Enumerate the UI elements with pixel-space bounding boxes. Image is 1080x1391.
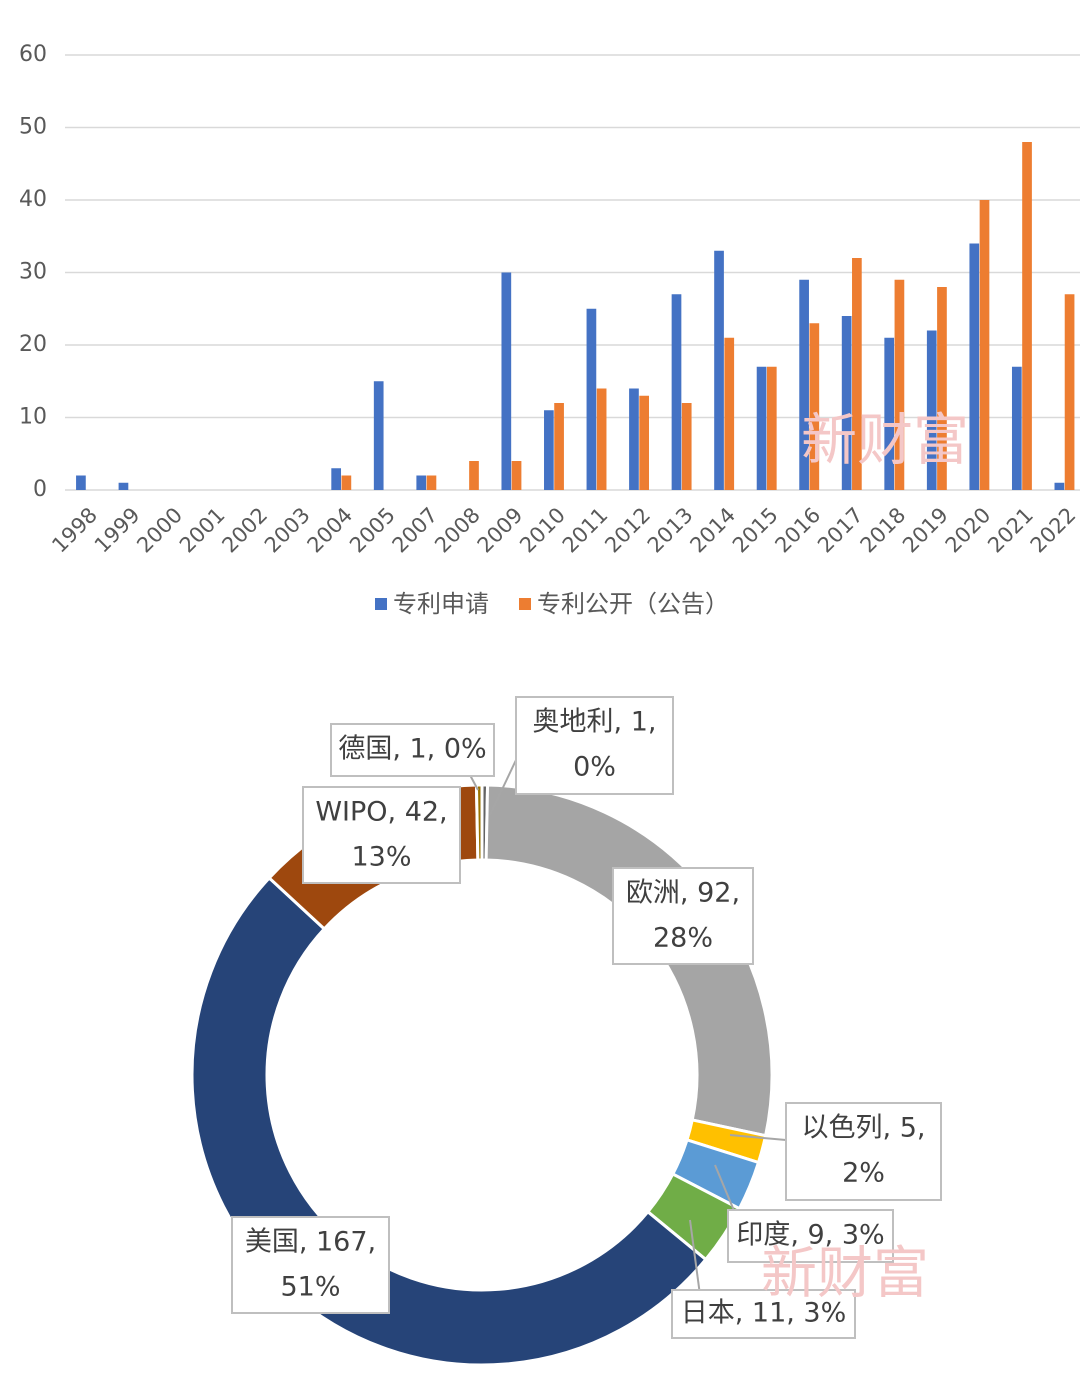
bar [756, 366, 767, 490]
bar [373, 381, 384, 490]
bar [118, 482, 129, 490]
data-label: 以色列, 5, [802, 1113, 926, 1144]
bar [639, 395, 650, 490]
label-box [612, 867, 754, 965]
leader-line [489, 759, 517, 816]
bar [937, 287, 947, 490]
label-box [231, 1216, 390, 1314]
data-label: 日本, 11, 3% [681, 1298, 847, 1329]
data-label: 美国, 167, [245, 1227, 376, 1258]
bar [926, 330, 937, 490]
data-label: 欧洲, 92, [626, 878, 740, 909]
bar [1011, 366, 1022, 490]
y-tick-label: 50 [19, 115, 47, 140]
bar [76, 475, 86, 490]
label-box [302, 786, 461, 884]
y-tick-label: 20 [19, 332, 47, 357]
y-tick-label: 10 [19, 405, 47, 430]
data-label: 印度, 9, 3% [736, 1220, 884, 1251]
leader-line [469, 774, 479, 791]
bar [724, 337, 735, 490]
data-label: 51% [280, 1272, 340, 1303]
bar [671, 294, 682, 490]
watermark: 新财富 [801, 409, 969, 474]
data-label: 13% [351, 842, 411, 873]
bar [969, 243, 980, 490]
label-box [785, 1102, 942, 1201]
legend-swatch [375, 598, 387, 610]
bar [341, 475, 352, 490]
data-label: 德国, 1, 0% [338, 734, 486, 765]
bar [416, 475, 427, 490]
legend-label: 专利公开（公告） [537, 590, 729, 618]
bar [511, 461, 522, 490]
bar [629, 388, 639, 490]
bar [426, 475, 437, 490]
bar [979, 200, 990, 490]
label-box [330, 723, 495, 777]
label-box [515, 696, 674, 795]
y-tick-label: 0 [33, 477, 47, 502]
bar [799, 279, 809, 490]
bar [766, 366, 777, 490]
bar [554, 403, 564, 490]
bar [714, 250, 724, 490]
bar [1022, 142, 1032, 490]
y-tick-label: 40 [19, 187, 47, 212]
bar [681, 403, 692, 490]
bar [1054, 482, 1065, 490]
donut-segment [484, 783, 774, 1138]
bar [884, 337, 895, 490]
bar [894, 279, 905, 490]
leader-line [689, 1219, 701, 1296]
bar [1064, 294, 1075, 490]
leader-line [729, 1134, 787, 1141]
bar [544, 410, 554, 490]
bar [586, 308, 597, 490]
watermark: 新财富 [761, 1242, 929, 1307]
bar [852, 258, 862, 490]
legend-label: 专利申请 [393, 590, 489, 618]
data-label: 0% [573, 752, 616, 783]
bar [501, 272, 512, 490]
legend-swatch [519, 598, 531, 610]
bar [469, 461, 479, 490]
bar [809, 323, 820, 490]
label-box [671, 1289, 856, 1339]
data-label: 2% [842, 1158, 885, 1189]
bar [841, 316, 852, 490]
data-label: 28% [653, 923, 713, 954]
label-box [727, 1209, 894, 1263]
data-label: WIPO, 42, [315, 797, 447, 828]
bar [331, 468, 342, 490]
bar [596, 388, 607, 490]
donut-segment [474, 783, 484, 862]
y-tick-label: 30 [19, 260, 47, 285]
y-tick-label: 60 [19, 42, 47, 67]
data-label: 奥地利, 1, [533, 707, 657, 738]
